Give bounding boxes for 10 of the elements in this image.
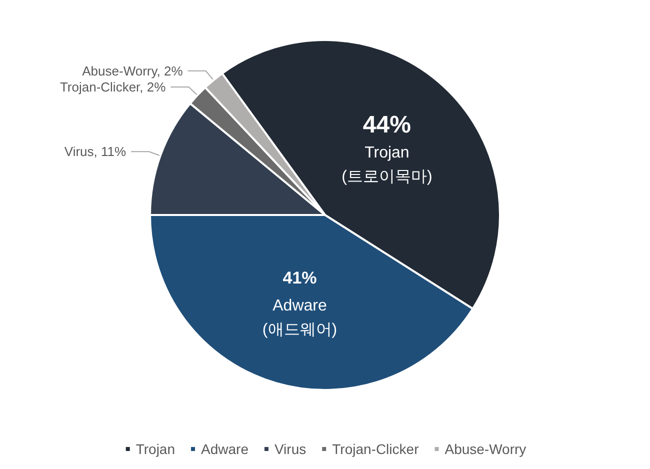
legend-label: Adware	[201, 441, 249, 457]
legend-label: Trojan-Clicker	[332, 441, 420, 457]
data-label: 41% Adware (애드웨어)	[262, 268, 338, 338]
data-label: Trojan-Clicker, 2%	[60, 79, 166, 94]
data-label: 44% Trojan (트로이목마)	[342, 112, 432, 186]
data-label: Virus, 11%	[64, 144, 126, 160]
legend-label: Trojan	[136, 441, 176, 457]
legend-label: Virus	[274, 441, 306, 457]
legend-label: Abuse-Worry	[444, 441, 526, 457]
data-label: Abuse-Worry, 2%	[82, 63, 184, 78]
